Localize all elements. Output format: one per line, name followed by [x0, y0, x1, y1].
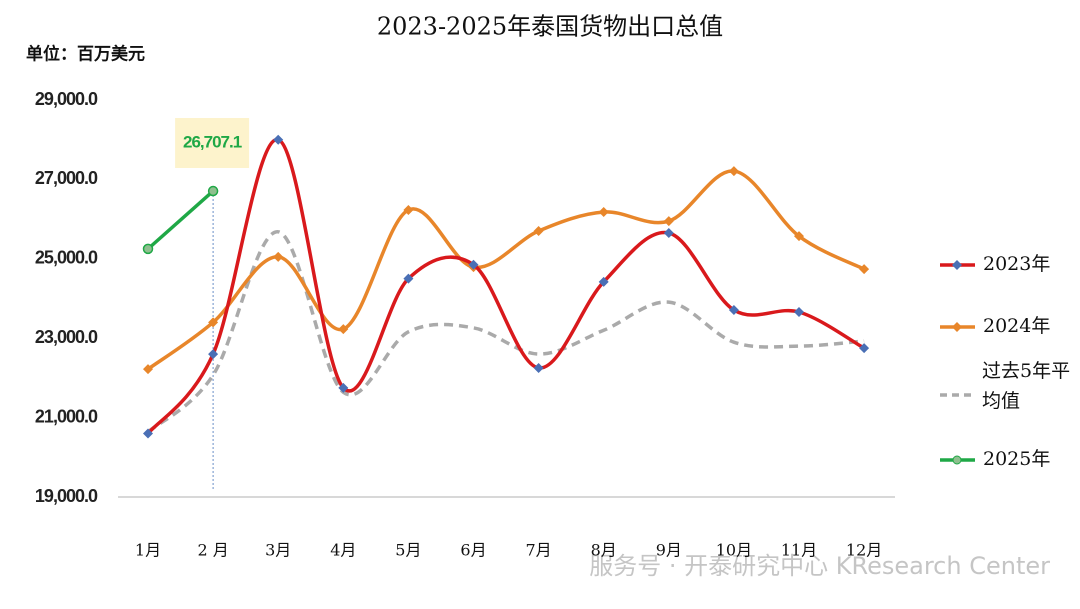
point-marker	[728, 166, 739, 177]
point-marker	[143, 428, 153, 439]
y-tick-label: 19,000.0	[35, 486, 98, 506]
x-tick-label: 12月	[846, 541, 882, 560]
series-line	[146, 169, 865, 371]
point-marker	[208, 349, 219, 360]
point-marker	[794, 306, 804, 317]
point-marker	[273, 251, 284, 262]
point-marker	[338, 382, 349, 393]
x-tick-label: 5月	[395, 541, 421, 560]
point-marker	[663, 227, 674, 238]
point-marker	[468, 259, 479, 270]
x-tick-label: 11月	[781, 541, 817, 560]
series-line	[146, 137, 865, 435]
point-marker	[598, 206, 609, 217]
x-tick-label: 3月	[265, 541, 291, 560]
legend-label: 过去5年平均值	[982, 360, 1071, 412]
point-marker	[728, 305, 739, 316]
legend-marker	[952, 455, 962, 465]
point-marker	[403, 204, 414, 215]
legend-marker	[952, 322, 962, 332]
annotation-box	[175, 118, 250, 168]
point-marker	[533, 226, 544, 237]
x-tick-label: 2 月	[197, 541, 228, 560]
y-tick-label: 29,000.0	[35, 89, 98, 109]
y-tick-label: 27,000.0	[35, 168, 98, 188]
legend-label: 2023年	[983, 253, 1050, 275]
series-line	[146, 230, 865, 434]
watermark: 服务号 · 开泰研究中心 KResearch Center	[589, 552, 1050, 580]
y-tick-label: 21,000.0	[35, 406, 98, 426]
point-marker	[208, 317, 219, 328]
legend-marker	[952, 260, 962, 270]
x-tick-label: 1月	[135, 541, 161, 560]
point-marker	[859, 264, 870, 275]
series-line	[146, 189, 215, 251]
x-tick-label: 8月	[591, 541, 617, 560]
point-marker	[533, 362, 544, 373]
data-label: 26,707.1	[183, 132, 242, 151]
point-marker	[207, 185, 219, 197]
y-tick-label: 25,000.0	[35, 248, 98, 268]
x-tick-label: 4月	[330, 541, 356, 560]
point-marker	[142, 243, 154, 255]
unit-label: 单位：百万美元	[26, 44, 145, 65]
x-tick-label: 7月	[526, 541, 552, 560]
point-marker	[794, 231, 804, 242]
point-marker	[859, 343, 870, 354]
point-marker	[598, 276, 609, 287]
x-tick-label: 10月	[716, 541, 752, 560]
point-marker	[338, 324, 349, 335]
x-tick-label: 9月	[656, 541, 682, 560]
point-marker	[403, 273, 414, 284]
chart-title: 2023-2025年泰国货物出口总值	[377, 13, 723, 41]
legend-label: 2024年	[983, 315, 1050, 337]
x-tick-label: 6月	[460, 541, 486, 560]
legend-label: 2025年	[983, 448, 1050, 470]
point-marker	[273, 134, 284, 145]
point-marker	[663, 216, 674, 227]
y-tick-label: 23,000.0	[35, 327, 98, 347]
point-marker	[143, 364, 153, 375]
